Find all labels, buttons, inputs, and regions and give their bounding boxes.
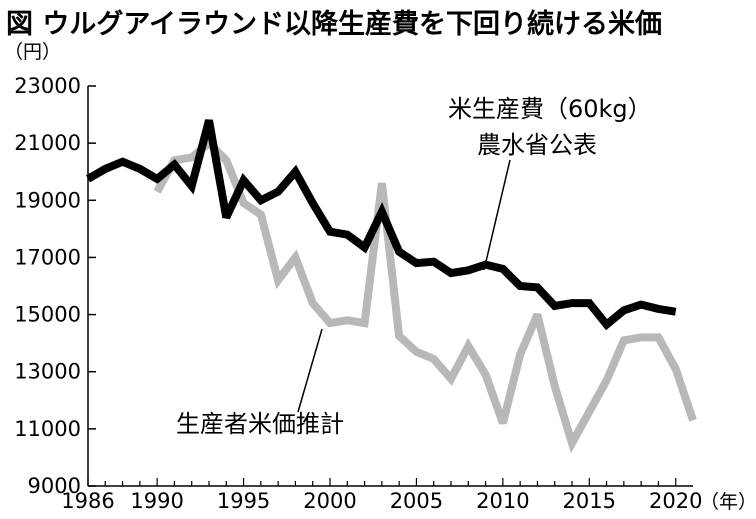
- series-label-producer-price: 生産者米価推計: [176, 410, 344, 438]
- y-tick-label: 15000: [14, 303, 81, 327]
- x-tick-label: 2000: [303, 489, 356, 513]
- x-axis-ticks: 1986 1990 1995 2000 2005 2010 2015 2020: [61, 478, 702, 513]
- x-tick-label: 1995: [217, 489, 270, 513]
- x-tick-label: 2010: [476, 489, 529, 513]
- leader-line: [297, 328, 323, 413]
- page-title: 図 ウルグアイラウンド以降生産費を下回り続ける米価: [6, 9, 663, 40]
- y-tick-label: 23000: [14, 74, 81, 98]
- y-tick-label: 13000: [14, 360, 81, 384]
- y-tick-label: 11000: [14, 417, 81, 441]
- x-axis-unit: （年）: [700, 491, 756, 513]
- y-tick-label: 9000: [28, 474, 81, 498]
- y-axis-ticks: 9000 11000 13000 15000 17000 19000 21000 23000: [14, 74, 96, 498]
- y-tick-label: 21000: [14, 131, 81, 155]
- x-tick-label: 2015: [563, 489, 616, 513]
- y-axis-unit: （円）: [4, 41, 61, 63]
- x-tick-label: 2005: [390, 489, 443, 513]
- x-tick-label: 1990: [130, 489, 183, 513]
- x-tick-label: 1986: [61, 489, 114, 513]
- series-lines: [85, 119, 697, 454]
- x-tick-label: 2020: [649, 489, 702, 513]
- series-label-production-cost-source: 農水省公表: [477, 131, 597, 159]
- y-tick-label: 19000: [14, 188, 81, 212]
- series-line-1: [153, 137, 697, 454]
- y-tick-label: 17000: [14, 245, 81, 269]
- leader-line: [483, 159, 511, 271]
- series-label-production-cost: 米生産費（60kg）: [448, 95, 652, 123]
